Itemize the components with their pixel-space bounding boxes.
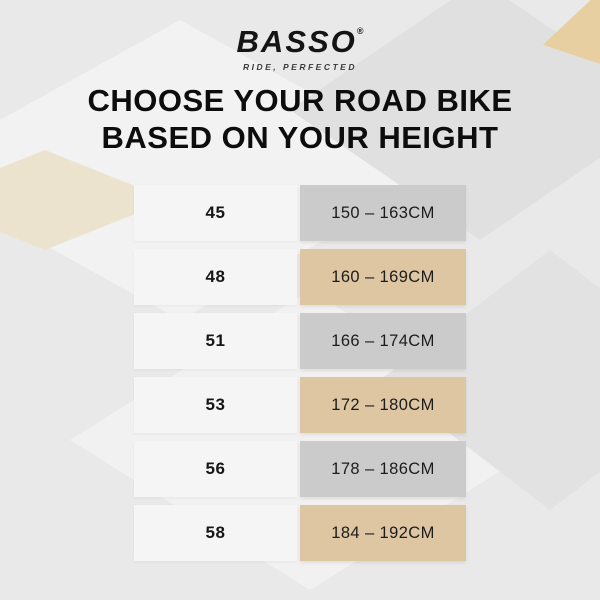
size-cell-value: 53 bbox=[205, 395, 226, 414]
size-cell: 51 bbox=[134, 313, 297, 369]
height-cell: 150 – 163CM bbox=[300, 185, 466, 241]
height-cell-value: 160 – 169CM bbox=[331, 267, 435, 286]
size-cell: 58 bbox=[134, 505, 297, 561]
brand-logo: BASSO® bbox=[0, 26, 600, 57]
height-cell: 184 – 192CM bbox=[300, 505, 466, 561]
height-cell: 166 – 174CM bbox=[300, 313, 466, 369]
size-cell-value: 58 bbox=[205, 523, 226, 542]
table-row: 45 150 – 163CM bbox=[134, 185, 466, 241]
height-cell-value: 150 – 163CM bbox=[331, 203, 435, 222]
brand-logo-text: BASSO bbox=[236, 24, 357, 59]
table-row: 53 172 – 180CM bbox=[134, 377, 466, 433]
height-cell: 172 – 180CM bbox=[300, 377, 466, 433]
size-cell: 56 bbox=[134, 441, 297, 497]
size-cell-value: 51 bbox=[205, 331, 226, 350]
size-cell: 45 bbox=[134, 185, 297, 241]
brand-tagline: RIDE, PERFECTED bbox=[242, 62, 357, 72]
brand-header: BASSO® RIDE, PERFECTED bbox=[0, 26, 600, 72]
height-cell-value: 172 – 180CM bbox=[331, 395, 435, 414]
height-cell: 160 – 169CM bbox=[300, 249, 466, 305]
size-cell-value: 45 bbox=[205, 203, 226, 222]
table-row: 51 166 – 174CM bbox=[134, 313, 466, 369]
height-cell-value: 178 – 186CM bbox=[331, 459, 435, 478]
title-line-1: CHOOSE YOUR ROAD BIKE bbox=[87, 83, 513, 118]
height-cell-value: 184 – 192CM bbox=[331, 523, 435, 542]
size-cell-value: 56 bbox=[205, 459, 226, 478]
title-line-2: BASED ON YOUR HEIGHT bbox=[101, 120, 499, 155]
size-cell: 53 bbox=[134, 377, 297, 433]
height-cell-value: 166 – 174CM bbox=[331, 331, 435, 350]
height-cell: 178 – 186CM bbox=[300, 441, 466, 497]
size-table: 45 150 – 163CM 48 160 – 169CM 51 166 – 1… bbox=[134, 185, 466, 561]
page-title: CHOOSE YOUR ROAD BIKE BASED ON YOUR HEIGH… bbox=[0, 82, 600, 156]
table-row: 56 178 – 186CM bbox=[134, 441, 466, 497]
table-row: 48 160 – 169CM bbox=[134, 249, 466, 305]
registered-mark-icon: ® bbox=[356, 26, 364, 36]
size-cell: 48 bbox=[134, 249, 297, 305]
table-row: 58 184 – 192CM bbox=[134, 505, 466, 561]
size-cell-value: 48 bbox=[205, 267, 226, 286]
